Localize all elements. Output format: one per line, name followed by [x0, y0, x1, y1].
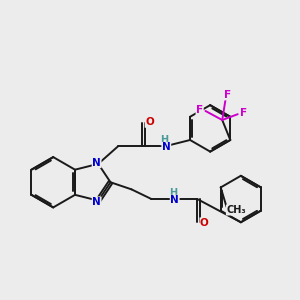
Text: N: N	[162, 142, 171, 152]
Text: H: H	[169, 188, 177, 198]
Text: N: N	[92, 158, 101, 168]
Text: H: H	[160, 135, 168, 145]
Text: CH₃: CH₃	[226, 205, 246, 215]
Text: O: O	[200, 218, 209, 228]
Text: N: N	[92, 197, 101, 207]
Text: F: F	[224, 90, 231, 100]
Text: F: F	[240, 108, 247, 118]
Text: F: F	[196, 105, 203, 115]
Text: O: O	[145, 117, 154, 127]
Text: N: N	[170, 195, 179, 205]
